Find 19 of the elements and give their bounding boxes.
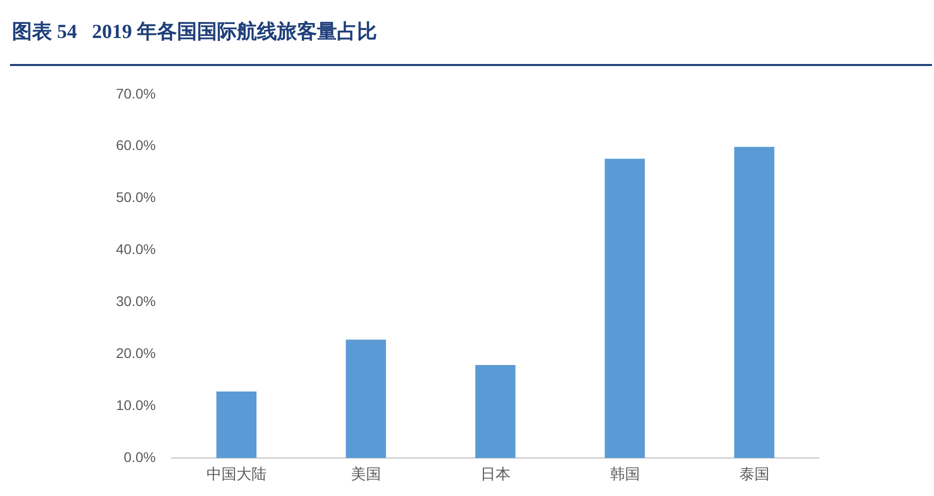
bar — [346, 340, 386, 458]
y-tick-label: 60.0% — [116, 137, 156, 154]
bar — [734, 146, 774, 458]
x-tick-label: 日本 — [480, 466, 510, 484]
y-tick-label: 20.0% — [116, 344, 156, 361]
y-tick-label: 70.0% — [116, 85, 156, 102]
y-tick-label: 0.0% — [124, 448, 156, 465]
y-tick-label: 10.0% — [116, 396, 156, 413]
x-tick-label: 韩国 — [610, 466, 640, 484]
bar — [475, 365, 516, 458]
x-tick-label: 中国大陆 — [206, 466, 266, 484]
chart-title: 图表 54 2019 年各国国际航线旅客量占比 — [12, 20, 377, 45]
y-tick-label: 40.0% — [116, 241, 156, 258]
bar — [604, 158, 645, 458]
y-tick-label: 30.0% — [116, 293, 156, 310]
y-tick-label: 50.0% — [116, 189, 156, 206]
x-tick-label: 泰国 — [739, 466, 770, 484]
bar — [216, 392, 256, 458]
x-tick-label: 美国 — [350, 466, 381, 484]
